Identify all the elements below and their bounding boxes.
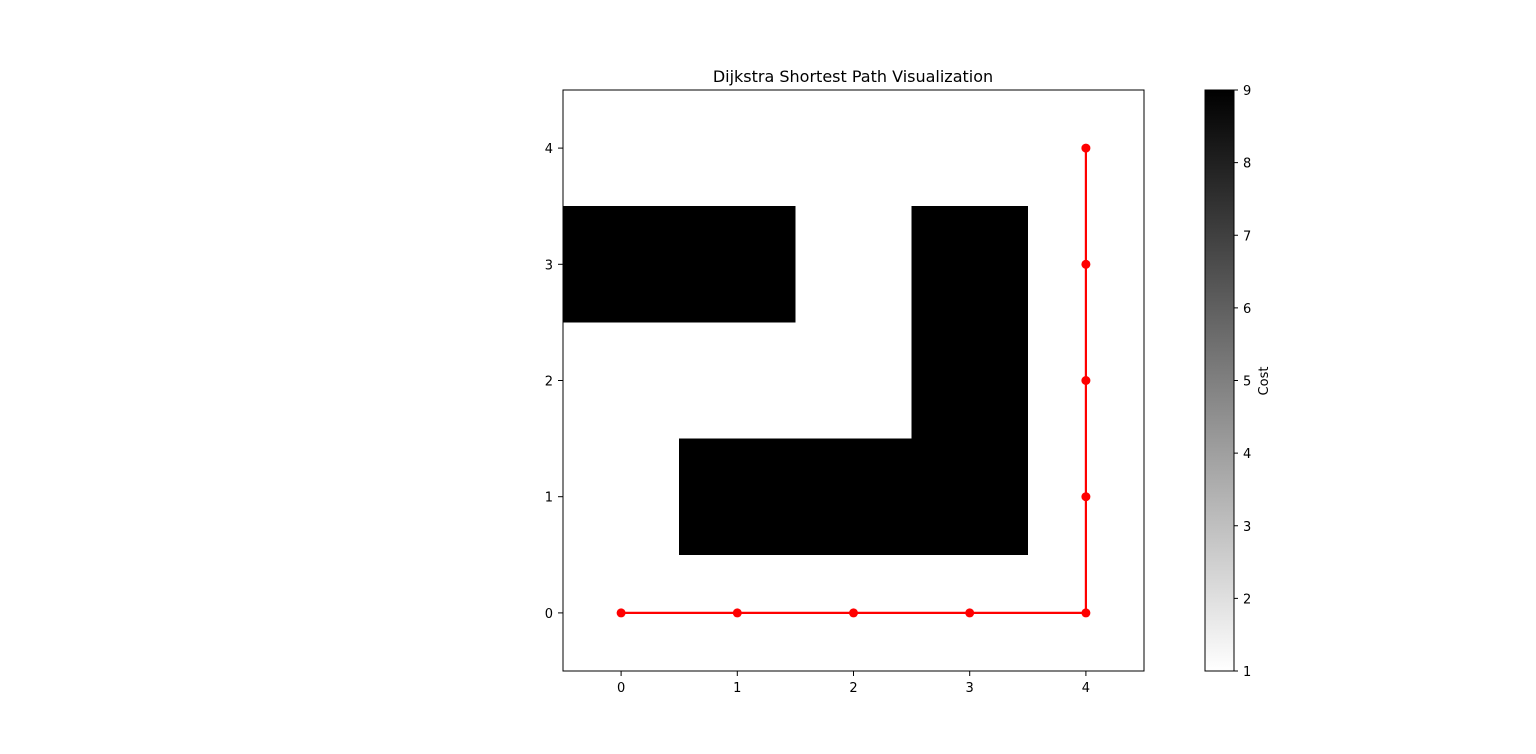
colorbar-tick-label: 1 [1243,665,1251,680]
x-tick-label: 3 [966,681,974,696]
x-tick-label: 1 [733,681,741,696]
path-node [849,608,858,618]
colorbar-tick-label: 9 [1243,84,1251,99]
path-node [616,608,626,618]
grid-cell [911,322,1028,439]
colorbar-tick-label: 8 [1243,157,1251,172]
grid-cell [563,438,680,555]
colorbar-tick-label: 3 [1243,520,1251,535]
y-tick-label: 1 [545,491,553,506]
colorbar: 1 2 3 4 5 6 7 8 9 Cost [1204,84,1272,680]
grid-cell [795,322,912,439]
colorbar-tick-label: 5 [1243,375,1251,390]
y-tick-label: 4 [545,142,553,157]
cost-grid [563,90,1144,671]
grid-cell [563,206,680,323]
shortest-path [616,143,1091,618]
x-tick-label: 2 [849,681,857,696]
grid-cell [563,322,680,439]
path-node [1081,376,1091,385]
path-node [1081,259,1091,269]
grid-cell [563,90,680,207]
grid-cell [679,322,796,439]
grid-cell [679,90,796,207]
grid-cell [795,90,912,207]
y-axis: 0 1 2 3 4 [545,142,563,622]
x-tick-label: 0 [617,681,625,696]
colorbar-ticks: 1 2 3 4 5 6 7 8 9 [1234,84,1251,680]
x-tick-label: 4 [1082,681,1090,696]
x-axis: 0 1 2 3 4 [617,671,1090,696]
grid-cell [911,438,1028,555]
colorbar-label: Cost [1257,367,1272,396]
path-node [1081,608,1091,618]
colorbar-tick-label: 6 [1243,302,1251,317]
y-tick-label: 0 [545,607,553,622]
grid-cell [679,206,796,323]
path-node [1081,143,1091,153]
y-tick-label: 3 [545,258,553,273]
colorbar-gradient [1204,89,1235,672]
y-tick-label: 2 [545,375,553,390]
grid-cell [795,438,912,555]
grid-cell [679,438,796,555]
chart-title: Dijkstra Shortest Path Visualization [713,67,993,86]
path-node [965,608,975,618]
colorbar-tick-label: 2 [1243,592,1251,607]
path-node [732,608,742,618]
grid-cell [795,206,912,323]
colorbar-tick-label: 4 [1243,447,1251,462]
path-node [1081,492,1091,502]
grid-cell [911,90,1028,207]
colorbar-tick-label: 7 [1243,229,1251,244]
grid-cell [911,206,1028,323]
